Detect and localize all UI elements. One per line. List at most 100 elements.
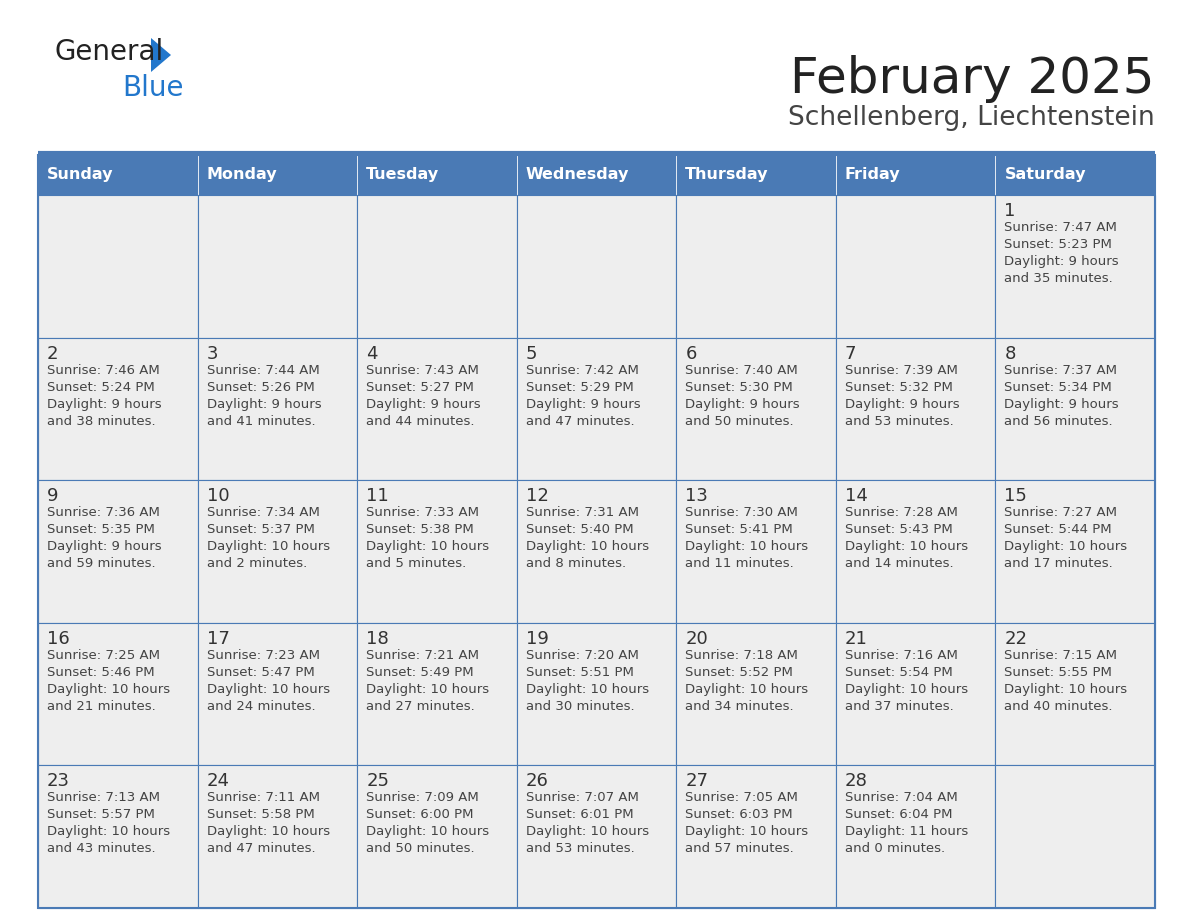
Bar bbox=[38, 480, 197, 622]
Bar bbox=[358, 622, 517, 766]
Text: Blue: Blue bbox=[122, 74, 183, 102]
Text: Sunset: 5:52 PM: Sunset: 5:52 PM bbox=[685, 666, 794, 678]
Text: Sunrise: 7:09 AM: Sunrise: 7:09 AM bbox=[366, 791, 479, 804]
Text: Daylight: 9 hours: Daylight: 9 hours bbox=[845, 397, 960, 410]
Text: 21: 21 bbox=[845, 630, 867, 648]
Text: Sunset: 5:43 PM: Sunset: 5:43 PM bbox=[845, 523, 953, 536]
Bar bbox=[197, 766, 358, 908]
Bar bbox=[836, 766, 996, 908]
Bar bbox=[996, 480, 1155, 622]
Text: Daylight: 10 hours: Daylight: 10 hours bbox=[48, 825, 170, 838]
Text: and 17 minutes.: and 17 minutes. bbox=[1004, 557, 1113, 570]
Text: Sunrise: 7:37 AM: Sunrise: 7:37 AM bbox=[1004, 364, 1118, 376]
Text: Sunset: 5:37 PM: Sunset: 5:37 PM bbox=[207, 523, 315, 536]
Bar bbox=[197, 195, 358, 338]
Text: Sunday: Sunday bbox=[48, 167, 114, 183]
Text: 15: 15 bbox=[1004, 487, 1028, 505]
Text: Sunset: 6:00 PM: Sunset: 6:00 PM bbox=[366, 809, 474, 822]
Bar bbox=[836, 195, 996, 338]
Text: and 30 minutes.: and 30 minutes. bbox=[526, 700, 634, 712]
Text: Daylight: 9 hours: Daylight: 9 hours bbox=[48, 397, 162, 410]
Text: and 44 minutes.: and 44 minutes. bbox=[366, 415, 475, 428]
Text: and 37 minutes.: and 37 minutes. bbox=[845, 700, 954, 712]
Text: Sunset: 5:57 PM: Sunset: 5:57 PM bbox=[48, 809, 154, 822]
Bar bbox=[517, 622, 676, 766]
Text: Sunrise: 7:40 AM: Sunrise: 7:40 AM bbox=[685, 364, 798, 376]
Bar bbox=[836, 622, 996, 766]
Text: 12: 12 bbox=[526, 487, 549, 505]
Text: and 34 minutes.: and 34 minutes. bbox=[685, 700, 794, 712]
Bar bbox=[358, 338, 517, 480]
Bar bbox=[517, 338, 676, 480]
Text: Sunset: 5:29 PM: Sunset: 5:29 PM bbox=[526, 381, 633, 394]
Bar bbox=[676, 338, 836, 480]
Bar bbox=[38, 195, 197, 338]
Text: Daylight: 9 hours: Daylight: 9 hours bbox=[48, 540, 162, 554]
Text: Sunrise: 7:31 AM: Sunrise: 7:31 AM bbox=[526, 506, 639, 520]
Text: Sunrise: 7:05 AM: Sunrise: 7:05 AM bbox=[685, 791, 798, 804]
Text: Daylight: 10 hours: Daylight: 10 hours bbox=[685, 825, 808, 838]
Bar bbox=[836, 480, 996, 622]
Bar bbox=[517, 766, 676, 908]
Text: Daylight: 10 hours: Daylight: 10 hours bbox=[685, 540, 808, 554]
Text: Sunset: 5:51 PM: Sunset: 5:51 PM bbox=[526, 666, 633, 678]
Text: and 8 minutes.: and 8 minutes. bbox=[526, 557, 626, 570]
Text: Sunset: 5:24 PM: Sunset: 5:24 PM bbox=[48, 381, 154, 394]
Text: and 47 minutes.: and 47 minutes. bbox=[207, 843, 315, 856]
Text: Sunrise: 7:13 AM: Sunrise: 7:13 AM bbox=[48, 791, 160, 804]
Bar bbox=[197, 155, 358, 195]
Text: 25: 25 bbox=[366, 772, 390, 790]
Text: 7: 7 bbox=[845, 344, 857, 363]
Text: Sunset: 5:34 PM: Sunset: 5:34 PM bbox=[1004, 381, 1112, 394]
Text: Sunrise: 7:33 AM: Sunrise: 7:33 AM bbox=[366, 506, 479, 520]
Bar bbox=[836, 338, 996, 480]
Text: and 11 minutes.: and 11 minutes. bbox=[685, 557, 794, 570]
Text: Sunset: 5:30 PM: Sunset: 5:30 PM bbox=[685, 381, 794, 394]
Text: Daylight: 9 hours: Daylight: 9 hours bbox=[526, 397, 640, 410]
Text: Sunrise: 7:30 AM: Sunrise: 7:30 AM bbox=[685, 506, 798, 520]
Bar bbox=[996, 338, 1155, 480]
Text: Daylight: 10 hours: Daylight: 10 hours bbox=[207, 683, 330, 696]
Bar bbox=[517, 480, 676, 622]
Polygon shape bbox=[151, 38, 171, 72]
Text: and 0 minutes.: and 0 minutes. bbox=[845, 843, 944, 856]
Text: Sunrise: 7:42 AM: Sunrise: 7:42 AM bbox=[526, 364, 639, 376]
Text: Sunset: 5:35 PM: Sunset: 5:35 PM bbox=[48, 523, 154, 536]
Text: Sunrise: 7:28 AM: Sunrise: 7:28 AM bbox=[845, 506, 958, 520]
Text: and 57 minutes.: and 57 minutes. bbox=[685, 843, 794, 856]
Text: 26: 26 bbox=[526, 772, 549, 790]
Text: Sunset: 6:03 PM: Sunset: 6:03 PM bbox=[685, 809, 792, 822]
Text: Sunset: 5:38 PM: Sunset: 5:38 PM bbox=[366, 523, 474, 536]
Text: and 53 minutes.: and 53 minutes. bbox=[845, 415, 954, 428]
Text: 24: 24 bbox=[207, 772, 229, 790]
Text: 28: 28 bbox=[845, 772, 867, 790]
Text: Daylight: 10 hours: Daylight: 10 hours bbox=[366, 825, 489, 838]
Text: 3: 3 bbox=[207, 344, 219, 363]
Text: Daylight: 9 hours: Daylight: 9 hours bbox=[1004, 255, 1119, 268]
Bar bbox=[38, 622, 197, 766]
Text: Sunrise: 7:23 AM: Sunrise: 7:23 AM bbox=[207, 649, 320, 662]
Text: and 56 minutes.: and 56 minutes. bbox=[1004, 415, 1113, 428]
Text: Sunset: 5:41 PM: Sunset: 5:41 PM bbox=[685, 523, 794, 536]
Text: Sunrise: 7:34 AM: Sunrise: 7:34 AM bbox=[207, 506, 320, 520]
Text: Wednesday: Wednesday bbox=[526, 167, 630, 183]
Bar bbox=[38, 766, 197, 908]
Text: 4: 4 bbox=[366, 344, 378, 363]
Text: 9: 9 bbox=[48, 487, 58, 505]
Text: and 59 minutes.: and 59 minutes. bbox=[48, 557, 156, 570]
Text: Sunrise: 7:46 AM: Sunrise: 7:46 AM bbox=[48, 364, 159, 376]
Text: and 27 minutes.: and 27 minutes. bbox=[366, 700, 475, 712]
Text: Tuesday: Tuesday bbox=[366, 167, 440, 183]
Text: 13: 13 bbox=[685, 487, 708, 505]
Text: Daylight: 9 hours: Daylight: 9 hours bbox=[207, 397, 321, 410]
Text: Sunrise: 7:21 AM: Sunrise: 7:21 AM bbox=[366, 649, 479, 662]
Text: 19: 19 bbox=[526, 630, 549, 648]
Text: 10: 10 bbox=[207, 487, 229, 505]
Text: Daylight: 10 hours: Daylight: 10 hours bbox=[366, 683, 489, 696]
Bar bbox=[358, 195, 517, 338]
Text: Daylight: 10 hours: Daylight: 10 hours bbox=[526, 683, 649, 696]
Text: Daylight: 10 hours: Daylight: 10 hours bbox=[685, 683, 808, 696]
Text: Sunrise: 7:16 AM: Sunrise: 7:16 AM bbox=[845, 649, 958, 662]
Bar bbox=[197, 622, 358, 766]
Text: Daylight: 10 hours: Daylight: 10 hours bbox=[1004, 683, 1127, 696]
